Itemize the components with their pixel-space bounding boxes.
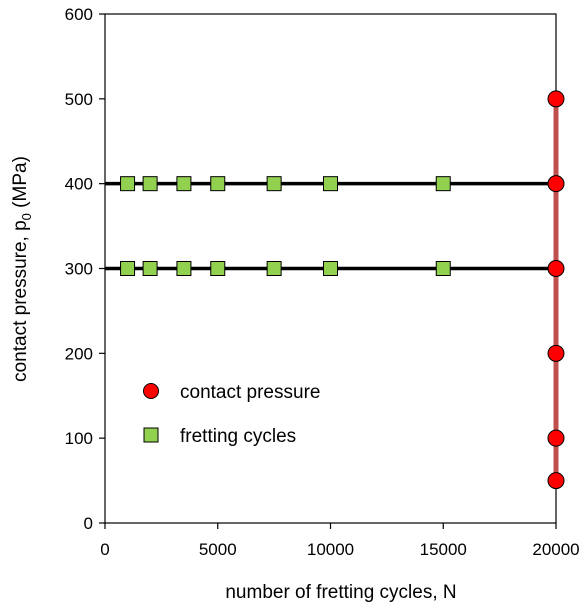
- y-tick-label: 400: [65, 175, 93, 194]
- x-tick-label: 5000: [199, 540, 237, 559]
- x-axis-label: number of fretting cycles, N: [225, 582, 456, 603]
- y-axis-label-subscript: 0: [19, 213, 34, 220]
- fretting-cycles-point: [176, 261, 192, 276]
- fretting-cycles-point: [210, 261, 226, 276]
- fretting-cycles-point: [210, 176, 226, 192]
- y-tick-label: 100: [65, 429, 93, 448]
- fretting-cycles-point: [120, 261, 136, 276]
- fretting-cycles-point: [323, 261, 338, 276]
- x-tick-label: 20000: [532, 540, 579, 559]
- legend-marker-fretting-cycles: [143, 427, 159, 443]
- legend-marker-contact-pressure: [143, 383, 159, 399]
- x-tick-label: 10000: [307, 540, 354, 559]
- contact-pressure-point: [547, 344, 565, 362]
- contact-pressure-point: [547, 472, 565, 490]
- contact-pressure-point: [547, 260, 565, 277]
- y-tick-label: 0: [84, 514, 93, 533]
- legend: contact pressure fretting cycles: [143, 382, 320, 447]
- y-tick-label: 500: [65, 90, 93, 109]
- x-tick-label: 0: [100, 540, 109, 559]
- fretting-cycles-point: [266, 176, 282, 192]
- contact-pressure-point: [547, 429, 565, 447]
- fretting-cycles-point: [435, 176, 451, 192]
- fretting-cycles-point: [435, 261, 451, 276]
- y-axis-label-main: contact pressure, p: [10, 220, 31, 382]
- fretting-cycles-point: [142, 176, 158, 192]
- y-tick-label: 200: [65, 344, 93, 363]
- axis-ticks: 0 100 200 300 400 500 600 0 5000 10000 15000 20000: [65, 5, 580, 559]
- y-tick-label: 300: [65, 260, 93, 279]
- data-points: [120, 90, 565, 490]
- legend-label-contact-pressure: contact pressure: [180, 382, 320, 403]
- fretting-cycles-point: [323, 176, 338, 192]
- legend-label-fretting-cycles: fretting cycles: [180, 426, 296, 447]
- fretting-cycles-point: [266, 261, 282, 276]
- contact-pressure-point: [547, 90, 565, 108]
- fretting-cycles-point: [142, 261, 158, 276]
- fretting-cycles-point: [176, 176, 192, 192]
- y-axis-label-unit: (MPa): [10, 156, 31, 213]
- y-axis-label: contact pressure, p0 (MPa): [10, 156, 34, 382]
- x-tick-label: 15000: [420, 540, 467, 559]
- fretting-cycles-point: [120, 176, 136, 192]
- y-tick-label: 600: [65, 5, 93, 24]
- contact-pressure-point: [547, 175, 565, 193]
